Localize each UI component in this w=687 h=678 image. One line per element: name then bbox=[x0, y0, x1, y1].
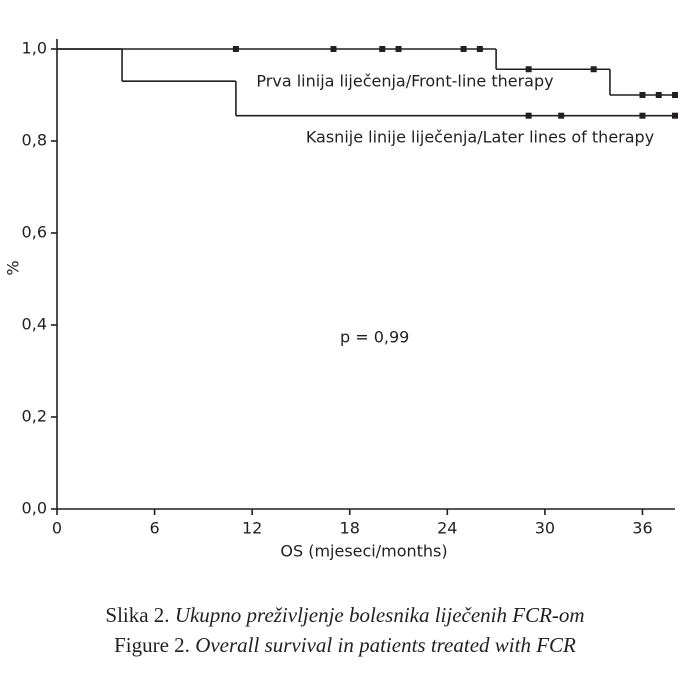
censor-mark bbox=[232, 46, 239, 52]
y-tick-label: 0,8 bbox=[22, 131, 47, 150]
censor-mark bbox=[476, 46, 483, 52]
x-tick-label: 24 bbox=[437, 519, 457, 538]
censor-mark bbox=[558, 112, 565, 119]
censor-mark bbox=[639, 112, 646, 119]
censor-mark bbox=[590, 66, 597, 73]
x-tick-label: 0 bbox=[52, 519, 62, 538]
y-tick-label: 0,4 bbox=[22, 315, 47, 334]
series-label: Kasnije linije liječenja/Later lines of … bbox=[306, 128, 654, 147]
censor-mark bbox=[460, 46, 467, 52]
censor-mark bbox=[330, 46, 337, 52]
censor-mark bbox=[379, 46, 386, 52]
censor-mark bbox=[672, 92, 678, 98]
caption-label: Slika 2. bbox=[105, 603, 169, 627]
censor-mark bbox=[672, 112, 678, 119]
x-tick-label: 30 bbox=[535, 519, 555, 538]
y-tick-label: 0,0 bbox=[22, 499, 47, 518]
caption: Figure 2. Overall survival in patients t… bbox=[114, 633, 576, 657]
caption-text: Overall survival in patients treated wit… bbox=[195, 633, 576, 657]
censor-mark bbox=[525, 66, 532, 73]
caption-text: Ukupno preživljenje bolesnika liječenih … bbox=[175, 603, 585, 627]
y-tick-label: 0,2 bbox=[22, 407, 47, 426]
censor-mark bbox=[395, 46, 402, 52]
x-tick-label: 18 bbox=[340, 519, 360, 538]
y-tick-label: 1,0 bbox=[22, 39, 47, 58]
censor-mark bbox=[525, 112, 532, 119]
series-label: Prva linija liječenja/Front-line therapy bbox=[256, 72, 553, 91]
y-tick-label: 0,6 bbox=[22, 223, 47, 242]
censor-mark bbox=[639, 92, 646, 98]
x-tick-label: 6 bbox=[149, 519, 159, 538]
y-axis-label: % bbox=[4, 260, 23, 275]
x-tick-label: 12 bbox=[242, 519, 262, 538]
annotation: p = 0,99 bbox=[340, 328, 409, 347]
censor-mark bbox=[655, 92, 662, 98]
x-tick-label: 36 bbox=[632, 519, 652, 538]
caption-label: Figure 2. bbox=[114, 633, 190, 657]
x-axis-label: OS (mjeseci/months) bbox=[280, 542, 447, 561]
caption: Slika 2. Ukupno preživljenje bolesnika l… bbox=[105, 603, 584, 627]
